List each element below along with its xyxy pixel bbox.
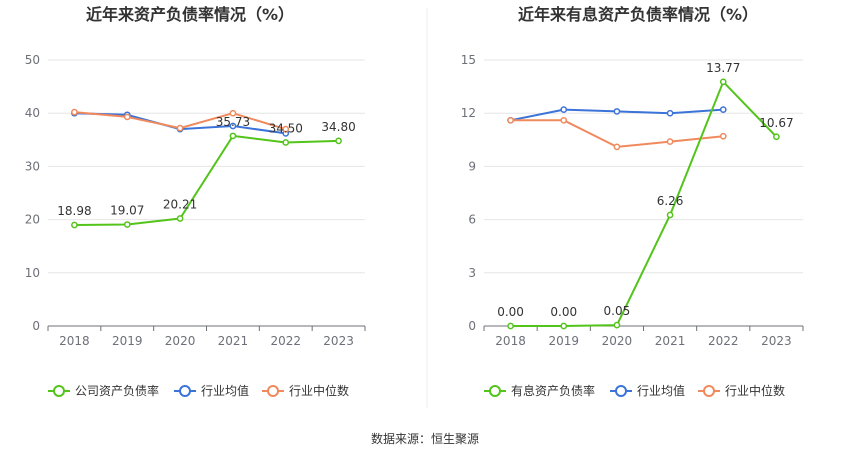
data-point <box>123 113 131 121</box>
x-tick-label: 2020 <box>602 334 633 348</box>
legend-item: 行业中位数 <box>698 383 785 398</box>
legend-marker <box>615 385 627 397</box>
y-tick-label: 6 <box>468 213 476 227</box>
legend-label: 行业均值 <box>637 383 685 398</box>
legend-marker <box>53 385 65 397</box>
data-label: 13.77 <box>706 61 740 75</box>
legend-marker <box>703 385 715 397</box>
legend-item: 行业均值 <box>610 383 685 398</box>
data-point <box>507 116 514 124</box>
data-point <box>560 116 568 124</box>
legend-label: 公司资产负债率 <box>75 383 159 398</box>
y-tick-label: 0 <box>468 319 476 333</box>
data-point <box>71 108 78 116</box>
data-label: 0.00 <box>497 305 524 319</box>
y-tick-label: 40 <box>25 106 40 120</box>
data-point <box>666 138 674 145</box>
data-label: 20.21 <box>163 197 197 211</box>
legend-label: 行业均值 <box>201 383 249 398</box>
x-tick-label: 2022 <box>270 334 301 348</box>
legend-marker <box>267 385 279 397</box>
legend-item: 公司资产负债率 <box>48 383 159 398</box>
data-label: 35.73 <box>216 115 250 129</box>
y-tick-label: 9 <box>468 159 476 173</box>
y-tick-label: 3 <box>468 266 476 280</box>
data-point <box>560 106 568 114</box>
series-line <box>510 80 778 327</box>
data-label: 0.00 <box>550 305 577 319</box>
y-tick-label: 20 <box>25 213 40 227</box>
interest-bearing-liability-chart: 近年来有息资产负债率情况（%） 0 3 6 9 12 15 2018 2019 2020 2021 2… <box>461 5 804 398</box>
data-point <box>719 78 727 86</box>
chart-title: 近年来资产负债率情况（%） <box>86 5 294 24</box>
x-tick-label: 2023 <box>323 334 354 348</box>
x-tick-label: 2021 <box>655 334 686 348</box>
data-label: 0.05 <box>604 304 631 318</box>
data-label: 10.67 <box>759 116 793 130</box>
chart-title: 近年来有息资产负债率情况（%） <box>518 5 758 24</box>
data-point <box>613 321 621 329</box>
legend-item: 行业中位数 <box>262 383 349 398</box>
legend-label: 行业中位数 <box>289 383 349 398</box>
legend-marker <box>179 385 191 397</box>
y-tick-label: 0 <box>32 319 40 333</box>
data-point <box>282 139 290 146</box>
data-point <box>666 211 674 219</box>
series-line <box>74 134 339 227</box>
x-tick-label: 2019 <box>548 334 579 348</box>
y-tick-label: 15 <box>461 53 476 67</box>
series-line <box>510 119 724 148</box>
data-point <box>229 109 237 117</box>
data-point <box>666 109 674 117</box>
legend-marker <box>489 385 501 397</box>
data-label: 6.26 <box>657 194 684 208</box>
legend-item: 行业均值 <box>174 383 249 398</box>
data-label: 34.80 <box>321 120 355 134</box>
legend-item: 有息资产负债率 <box>484 383 595 398</box>
data-point <box>71 221 78 229</box>
data-label: 34.50 <box>269 121 303 135</box>
x-tick-label: 2022 <box>708 334 739 348</box>
data-point <box>123 221 131 228</box>
data-label: 18.98 <box>57 204 91 218</box>
y-tick-label: 10 <box>25 266 40 280</box>
data-point <box>773 133 780 141</box>
x-tick-label: 2019 <box>112 334 143 348</box>
data-point <box>507 322 514 330</box>
x-tick-label: 2021 <box>218 334 249 348</box>
data-point <box>229 122 237 130</box>
x-tick-label: 2023 <box>761 334 792 348</box>
data-point <box>613 108 621 115</box>
data-point <box>335 137 342 145</box>
x-tick-label: 2018 <box>495 334 526 348</box>
data-point <box>176 215 184 222</box>
x-tick-label: 2018 <box>59 334 90 348</box>
legend-label: 行业中位数 <box>725 383 785 398</box>
legend-label: 有息资产负债率 <box>511 383 595 398</box>
data-point <box>560 322 568 330</box>
x-tick-label: 2020 <box>165 334 196 348</box>
data-point <box>229 132 237 140</box>
data-point <box>613 143 621 151</box>
y-tick-label: 12 <box>461 106 476 120</box>
data-point <box>719 132 727 140</box>
data-point <box>719 106 727 114</box>
y-tick-label: 50 <box>25 53 40 67</box>
data-point <box>282 125 290 133</box>
asset-liability-chart: 近年来资产负债率情况（%） 0 10 20 30 40 50 2018 2019 2020 2021… <box>25 5 366 398</box>
data-label: 19.07 <box>110 204 144 218</box>
y-tick-label: 30 <box>25 159 40 173</box>
source-label: 数据来源：恒生聚源 <box>371 431 479 446</box>
data-point <box>176 124 184 132</box>
